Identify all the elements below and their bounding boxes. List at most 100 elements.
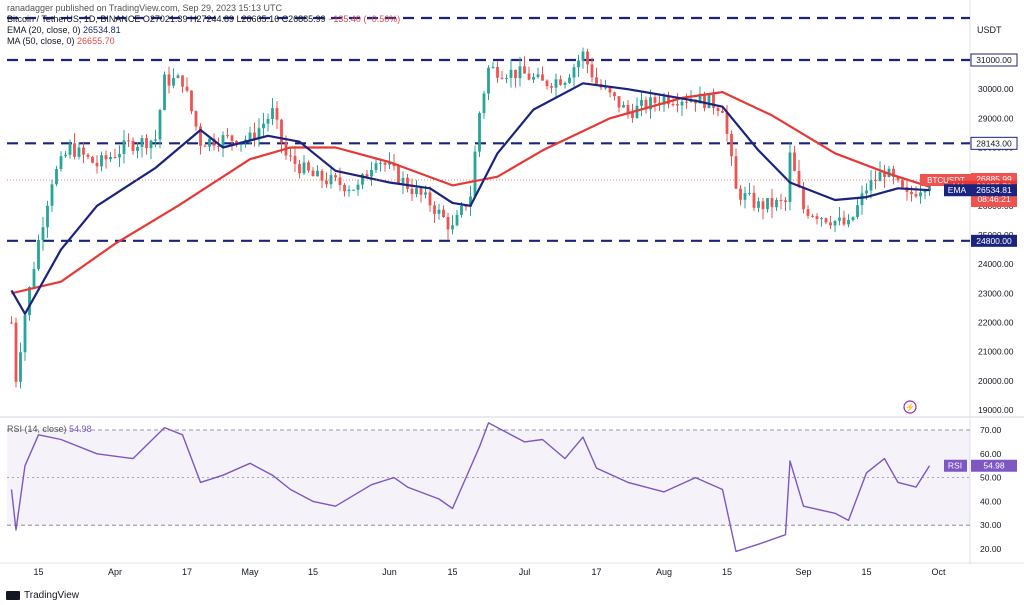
candle-body [923, 190, 927, 193]
candle-body [739, 188, 742, 200]
candle-body [23, 315, 27, 353]
rsi-tick-label: 60.00 [980, 449, 1002, 459]
candle-body [761, 201, 765, 210]
candle-body [860, 193, 864, 206]
candle-body [109, 156, 112, 160]
time-tick-label: Sep [795, 567, 811, 577]
ema-tag-name-box [944, 184, 971, 197]
ma-legend[interactable]: MA (50, close, 0) 26655.70 [7, 36, 115, 47]
candle-body [820, 218, 823, 220]
candle-body [397, 166, 400, 184]
candle-body [415, 188, 418, 195]
candle-body [437, 209, 441, 214]
candle-body [208, 138, 211, 147]
candle-body [406, 177, 409, 189]
candle-body [928, 185, 931, 191]
ema-tag-box [971, 184, 1017, 197]
candle-body [626, 104, 630, 113]
candle-body [536, 74, 540, 77]
candle-body [608, 87, 612, 93]
candle-body [320, 170, 324, 181]
tradingview-logo[interactable]: TradingView [6, 590, 79, 601]
candle-body [743, 193, 747, 200]
candle-body [10, 322, 13, 324]
candle-body [802, 186, 805, 210]
price-tick-label: 30000.00 [978, 84, 1014, 94]
candle-body [122, 140, 126, 154]
rsi-tag-box [971, 459, 1017, 472]
candle-body [190, 90, 193, 112]
candle-body [275, 108, 279, 120]
rsi-line [10, 422, 931, 553]
candle-body [518, 66, 522, 79]
candle-body [734, 156, 738, 189]
symbol-line: Bitcoin / TetherUS, 1D, BINANCE O27021.3… [7, 14, 400, 25]
candle-body [644, 99, 648, 110]
candle-body [527, 73, 531, 80]
candle-body [37, 239, 40, 270]
candle-body [302, 162, 306, 174]
candle-body [383, 162, 387, 165]
ema-legend[interactable]: EMA (20, close, 0) 26534.81 [7, 25, 121, 36]
ohlc-close: C26885.99 [281, 14, 326, 24]
rsi-tick-label: 40.00 [980, 496, 1002, 506]
ma50-line [11, 90, 930, 295]
candle-body [347, 189, 351, 192]
candle-body [653, 97, 657, 103]
candle-body [370, 169, 373, 177]
candle-body [338, 177, 342, 185]
candle-body [869, 180, 873, 191]
time-tick-label: Jul [519, 567, 531, 577]
candle-body [280, 119, 283, 143]
candle-body [100, 155, 103, 167]
rsi-tick-label: 20.00 [980, 544, 1002, 554]
candle-body [523, 66, 526, 74]
candle-body [910, 191, 913, 195]
candle-body [604, 87, 607, 89]
candle-body [667, 96, 670, 105]
price-tick-label: 21000.00 [978, 347, 1014, 357]
rsi-legend[interactable]: RSI (14, close) 54.98 [7, 424, 92, 435]
candle-body [577, 60, 580, 68]
ohlc-change: −135.40 (−0.50%) [328, 14, 401, 24]
time-tick-label: 17 [182, 567, 192, 577]
candle-body [140, 138, 144, 147]
candle-body [298, 163, 301, 174]
candle-body [307, 162, 310, 171]
candle-body [365, 174, 369, 177]
price-tag-box [970, 136, 1018, 150]
candle-body [586, 51, 589, 65]
candle-body [230, 135, 234, 141]
candle-body [325, 180, 328, 185]
candle-body [856, 205, 859, 218]
candle-body [707, 94, 711, 109]
candle-body [266, 119, 270, 124]
ohlc-high: H27244.89 [189, 14, 235, 24]
candle-body [554, 79, 558, 88]
candle-body [163, 74, 166, 111]
candle-body [410, 188, 414, 195]
candle-body [185, 86, 189, 91]
rsi-tick-label: 50.00 [980, 473, 1002, 483]
candle-body [361, 174, 364, 185]
candle-body [635, 105, 639, 119]
candle-body [59, 156, 63, 169]
ema-tag-name: EMA [948, 185, 967, 195]
candle-body [712, 94, 715, 108]
candle-body [41, 227, 45, 240]
candle-body [914, 194, 918, 197]
candle-body [181, 75, 184, 87]
candle-body [838, 217, 841, 221]
price-tag-box [971, 234, 1017, 247]
candle-body [680, 101, 684, 106]
candle-body [725, 112, 729, 134]
candle-body [149, 140, 153, 149]
candle-body [55, 168, 58, 185]
candle-body [919, 192, 922, 197]
candle-body [550, 86, 553, 88]
lightning-icon [903, 400, 917, 414]
time-tick-label: 15 [722, 567, 732, 577]
candle-body [379, 162, 382, 164]
candle-body [46, 205, 49, 228]
